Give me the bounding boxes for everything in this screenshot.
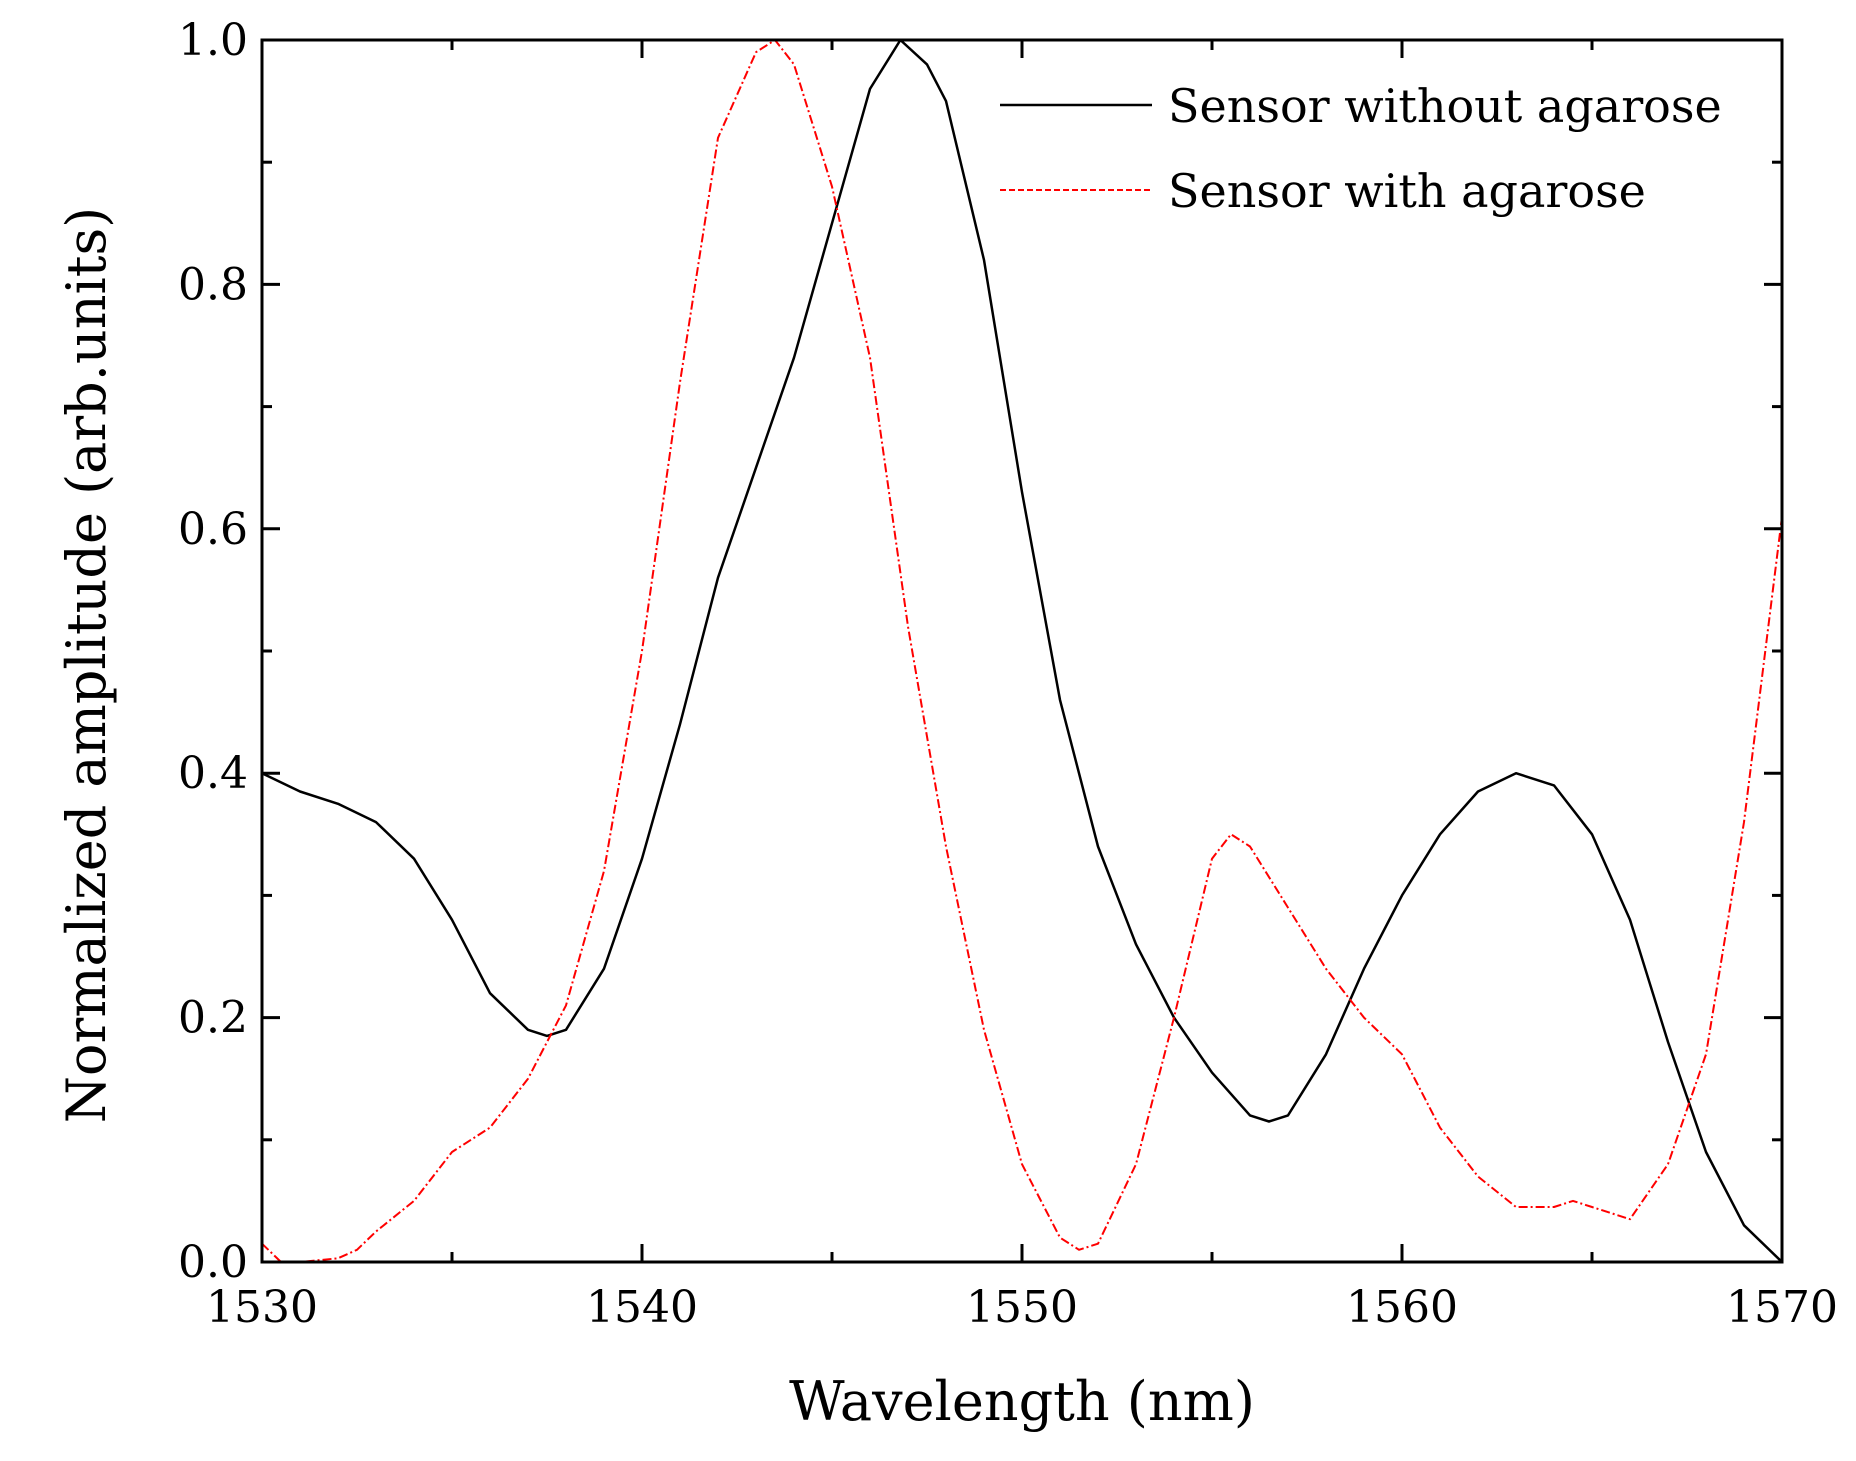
series-line-without-agarose — [261, 38, 1783, 1263]
plot-lines — [261, 38, 1783, 1263]
legend-label-without-agarose: Sensor without agarose — [1168, 79, 1722, 133]
y-tick-label: 0.8 — [178, 259, 248, 310]
x-axis-title: Wavelength (nm) — [789, 1370, 1255, 1433]
series-line-with-agarose — [261, 39, 1783, 1263]
x-tick-label: 1540 — [586, 1282, 698, 1333]
x-tick-label: 1550 — [966, 1282, 1078, 1333]
legend-label-with-agarose: Sensor with agarose — [1168, 164, 1646, 218]
y-tick-label: 1.0 — [178, 15, 248, 66]
y-tick-label: 0.2 — [178, 993, 248, 1044]
legend: Sensor without agarose Sensor with agaro… — [1000, 79, 1722, 218]
x-tick-label: 1570 — [1726, 1282, 1838, 1333]
y-tick-label: 0.0 — [178, 1237, 248, 1288]
y-axis-title: Normalized amplitude (arb.units) — [55, 207, 118, 1123]
y-tick-label: 0.4 — [178, 748, 248, 799]
y-tick-label: 0.6 — [178, 504, 248, 555]
ticks: 1530 1540 1550 1560 1570 0.0 0.2 0.4 0.6 0.8 1.0 — [178, 15, 1838, 1333]
x-tick-label: 1560 — [1346, 1282, 1458, 1333]
x-tick-label: 1530 — [206, 1282, 318, 1333]
